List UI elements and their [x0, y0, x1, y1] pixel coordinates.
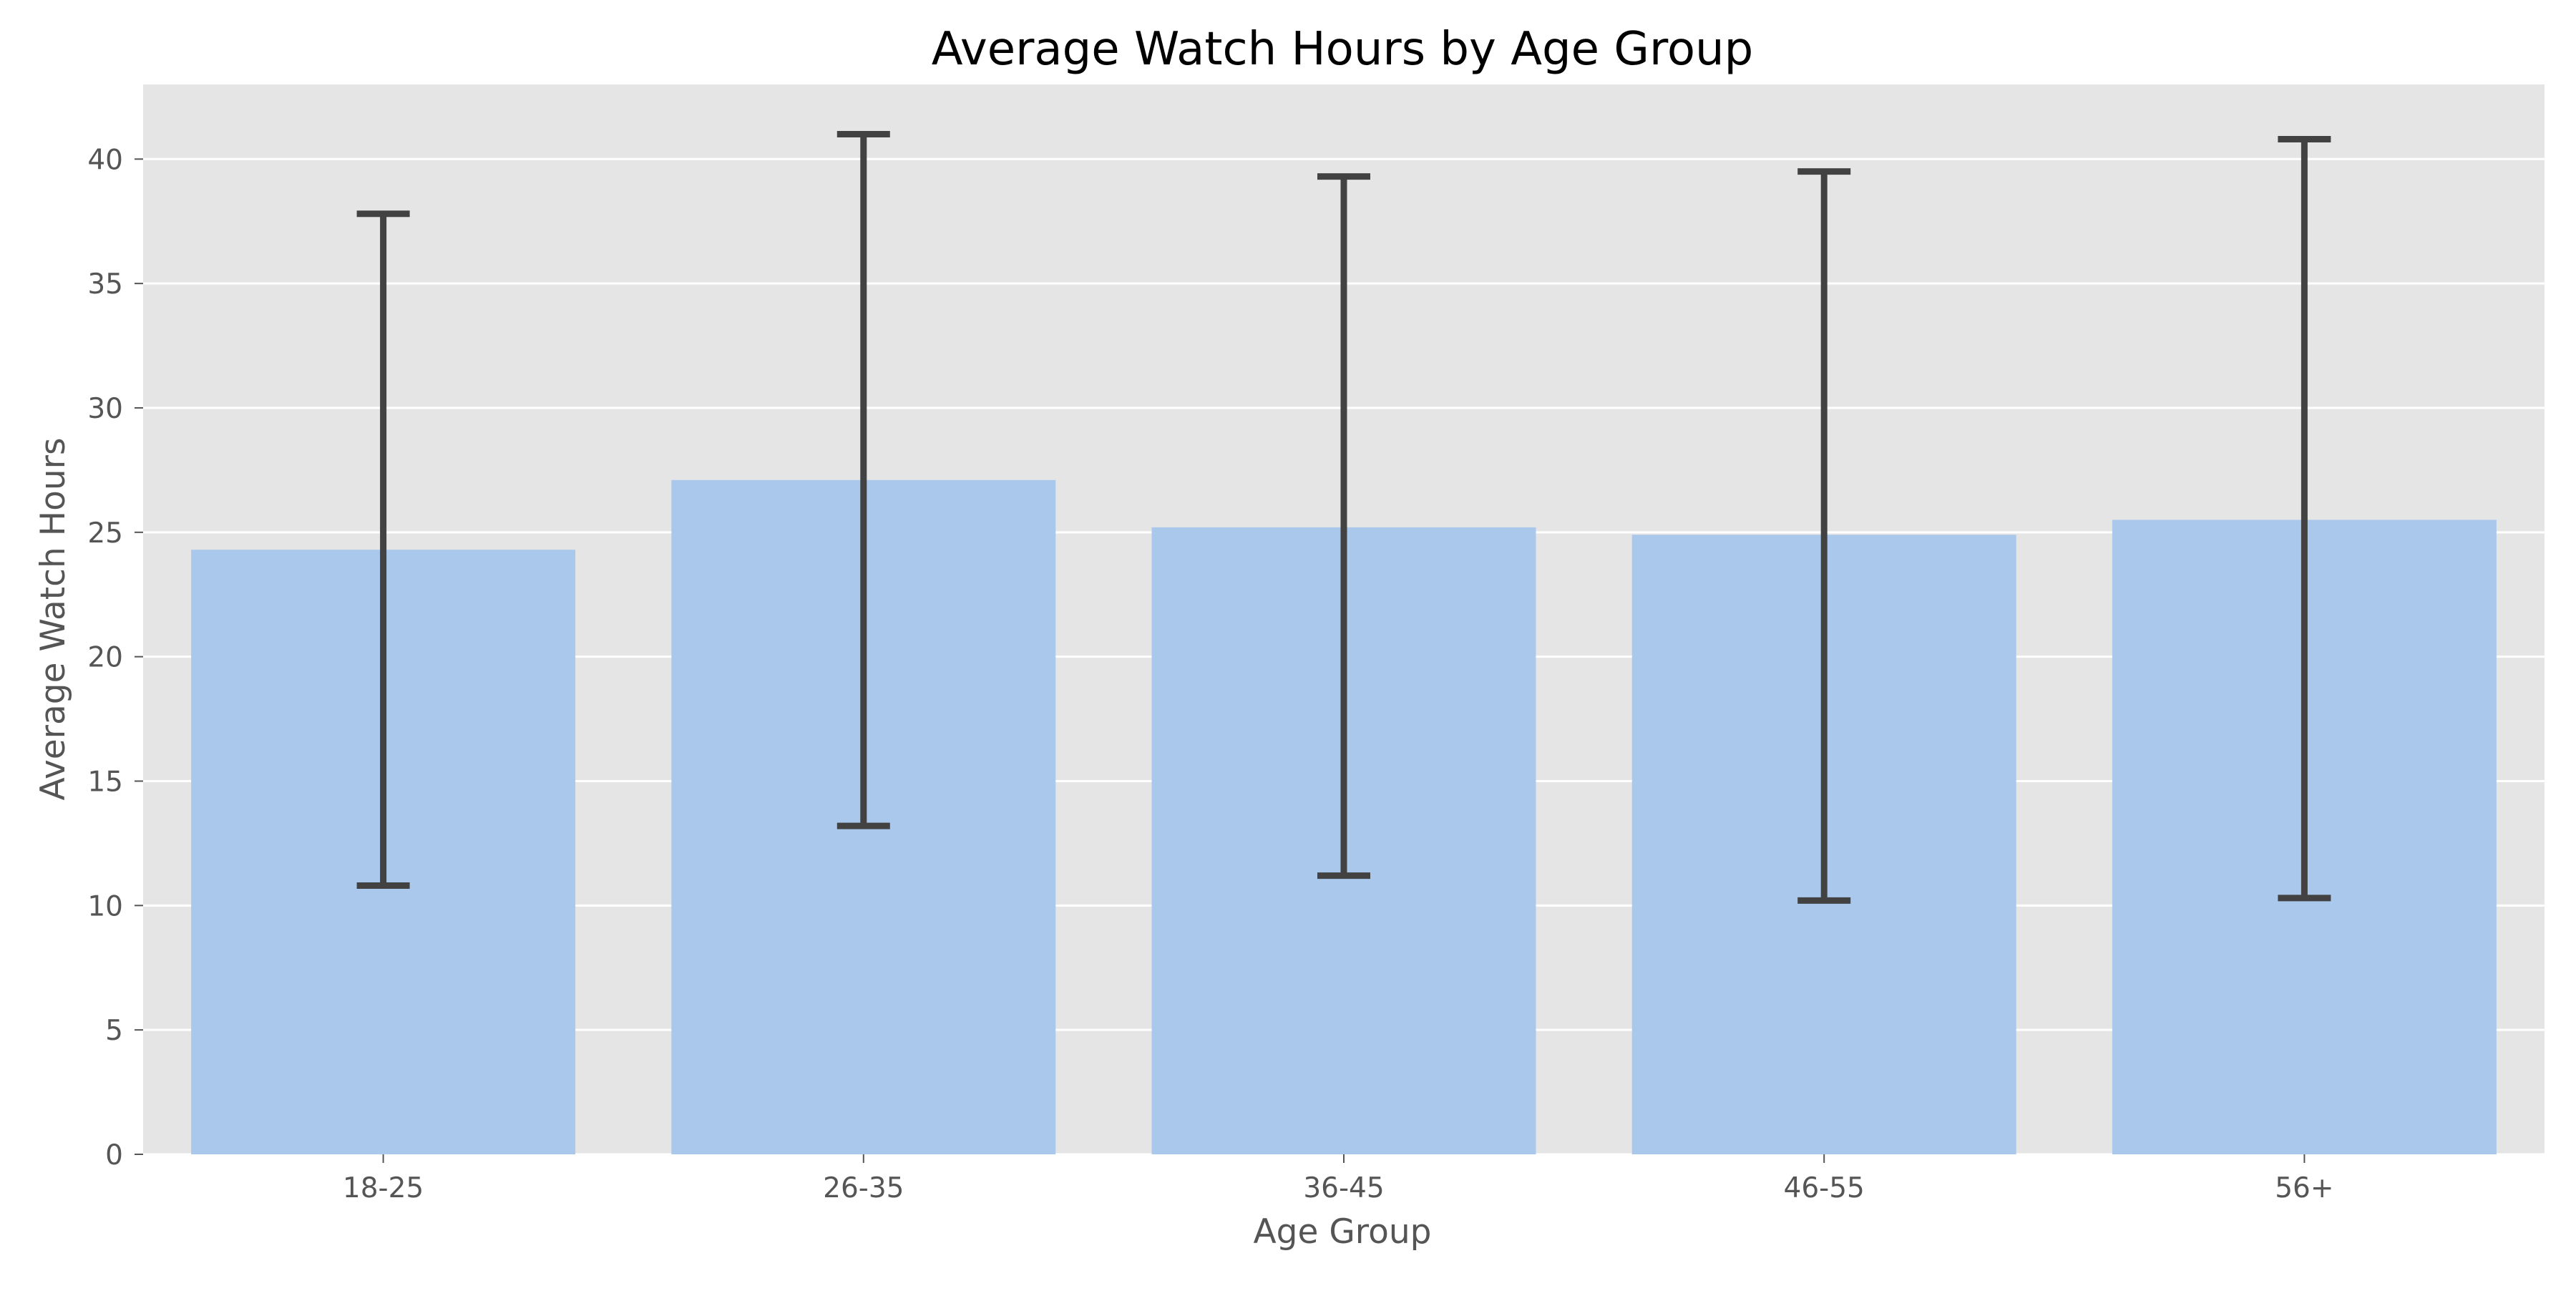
- y-tick-label: 40: [87, 144, 123, 176]
- x-tick-label: 36-45: [1303, 1172, 1384, 1204]
- chart-title: Average Watch Hours by Age Group: [932, 23, 1753, 76]
- y-tick-label: 0: [105, 1139, 123, 1171]
- y-tick-label: 5: [105, 1015, 123, 1047]
- y-tick-label: 35: [87, 268, 123, 301]
- x-axis-ticks: 18-25 26-35 36-45 46-55 56+: [343, 1154, 2334, 1204]
- error-bars: [356, 131, 2331, 904]
- y-tick-label: 30: [87, 393, 123, 425]
- y-tick-label: 15: [87, 766, 123, 798]
- x-axis-label: Age Group: [1254, 1212, 1432, 1252]
- y-tick-label: 20: [87, 642, 123, 674]
- x-tick-label: 56+: [2275, 1172, 2333, 1204]
- error-bar-46-55: [1797, 168, 1851, 904]
- y-tick-label: 25: [87, 517, 123, 550]
- error-bar-26-35: [836, 131, 890, 829]
- y-tick-label: 10: [87, 890, 123, 922]
- x-tick-label: 46-55: [1784, 1172, 1865, 1204]
- y-axis-label: Average Watch Hours: [34, 438, 73, 801]
- error-bar-56+: [2278, 135, 2331, 902]
- x-tick-label: 18-25: [343, 1172, 424, 1204]
- error-bar-36-45: [1317, 173, 1370, 880]
- y-axis-ticks: 0 5 10 15 20 25 30 35 40: [87, 144, 143, 1171]
- x-tick-label: 26-35: [823, 1172, 904, 1204]
- error-bar-18-25: [356, 210, 410, 890]
